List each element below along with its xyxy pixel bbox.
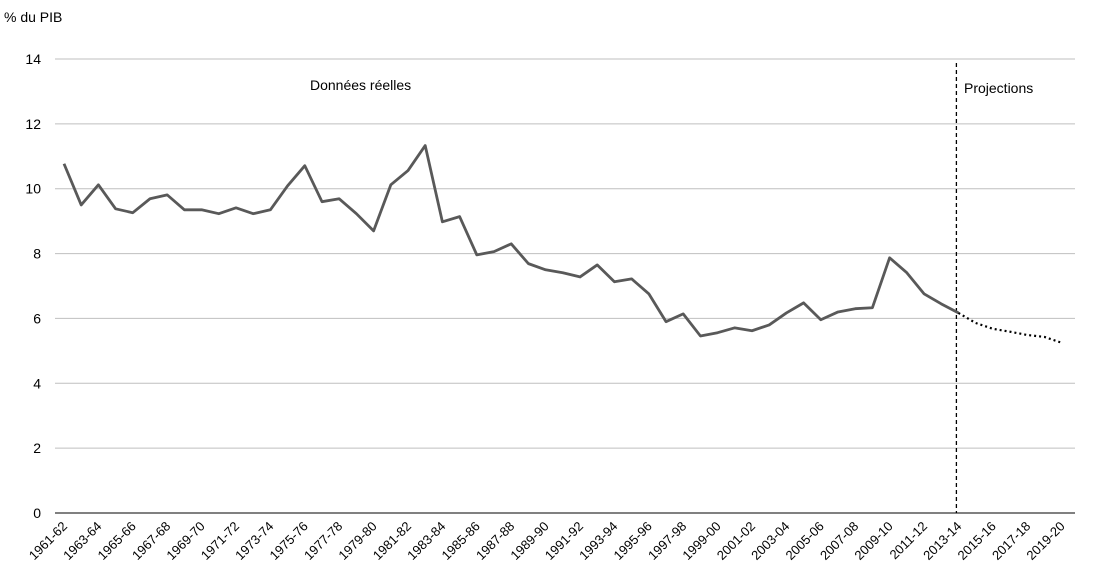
y-tick-label: 2 — [33, 440, 41, 456]
y-tick-label: 14 — [25, 51, 41, 67]
y-tick-label: 6 — [33, 310, 41, 326]
x-tick-label: 2009-10 — [851, 519, 895, 563]
y-tick-label: 12 — [25, 116, 41, 132]
series-line — [957, 311, 1062, 344]
y-tick-label: 4 — [33, 375, 41, 391]
annotation: Projections — [964, 80, 1033, 96]
y-tick-label: 0 — [33, 505, 41, 521]
y-tick-label: 10 — [25, 181, 41, 197]
y-tick-label: 8 — [33, 246, 41, 262]
y-axis-label: % du PIB — [4, 9, 62, 25]
annotation: Données réelles — [310, 77, 411, 93]
x-tick-label: 2019-20 — [1023, 519, 1067, 563]
series-line — [62, 144, 960, 338]
